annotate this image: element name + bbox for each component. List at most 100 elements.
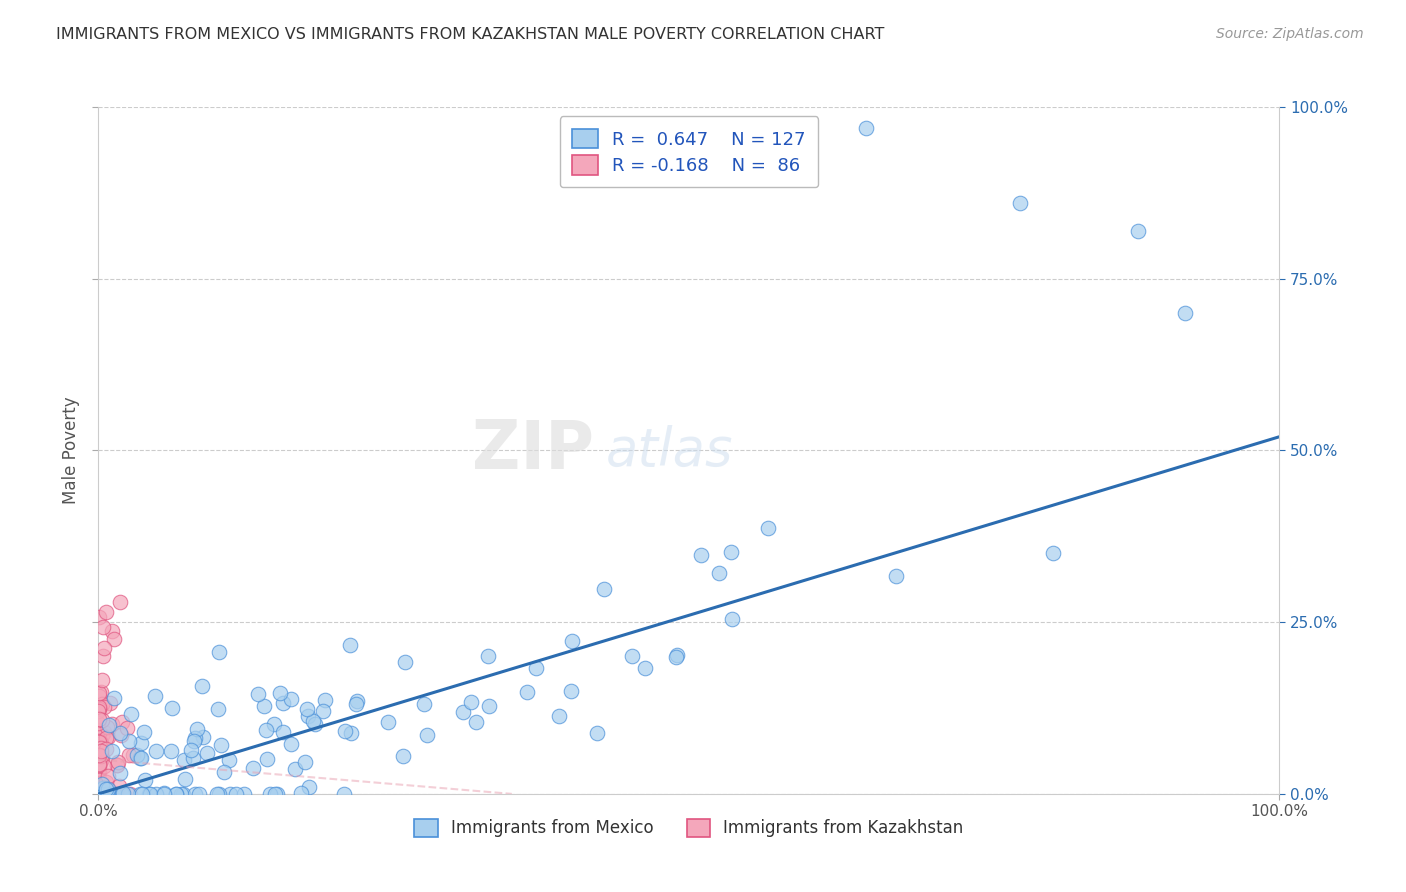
Point: [312, 704, 335, 718]
Point: [90, 777, 112, 791]
Point: [304, 716, 326, 731]
Point: [87, 756, 110, 771]
Point: [120, 707, 142, 722]
Point: [89, 736, 111, 750]
Point: [90, 713, 112, 727]
Point: [392, 749, 415, 764]
Point: [290, 786, 312, 800]
Point: [138, 787, 160, 801]
Point: [208, 787, 231, 801]
Point: [453, 706, 475, 720]
Point: [87, 735, 110, 749]
Point: [394, 655, 416, 669]
Point: [184, 787, 207, 801]
Point: [132, 725, 155, 739]
Point: [634, 661, 657, 675]
Point: [105, 757, 128, 772]
Point: [94, 787, 117, 801]
Point: [225, 787, 247, 801]
Point: [152, 786, 174, 800]
Text: IMMIGRANTS FROM MEXICO VS IMMIGRANTS FROM KAZAKHSTAN MALE POVERTY CORRELATION CH: IMMIGRANTS FROM MEXICO VS IMMIGRANTS FRO…: [56, 27, 884, 42]
Point: [121, 748, 143, 763]
Point: [91, 787, 114, 801]
Point: [87, 755, 110, 769]
Point: [464, 714, 486, 729]
Point: [91, 648, 114, 663]
Point: [87, 765, 110, 780]
Point: [87, 780, 110, 794]
Point: [90, 744, 112, 758]
Point: [547, 709, 569, 723]
Point: [720, 544, 742, 558]
Point: [180, 743, 202, 757]
Point: [87, 780, 110, 794]
Point: [103, 690, 125, 705]
Point: [87, 724, 110, 739]
Point: [97, 769, 120, 783]
Point: [707, 566, 730, 581]
Point: [460, 695, 482, 709]
Point: [129, 787, 152, 801]
Point: [297, 708, 319, 723]
Point: [101, 624, 124, 638]
Text: atlas: atlas: [606, 425, 734, 476]
Point: [111, 786, 134, 800]
Point: [183, 734, 205, 748]
Point: [172, 787, 194, 801]
Point: [477, 648, 499, 663]
Point: [233, 787, 256, 801]
Point: [162, 701, 184, 715]
Point: [111, 715, 134, 730]
Point: [664, 650, 686, 665]
Point: [87, 725, 110, 739]
Point: [110, 728, 132, 742]
Point: [87, 759, 110, 773]
Point: [266, 787, 288, 801]
Point: [94, 774, 117, 789]
Point: [247, 687, 270, 701]
Point: [191, 679, 214, 693]
Point: [90, 685, 112, 699]
Point: [89, 787, 111, 801]
Point: [93, 758, 115, 772]
Point: [344, 697, 367, 711]
Point: [90, 729, 112, 743]
Point: [184, 731, 207, 746]
Legend: Immigrants from Mexico, Immigrants from Kazakhstan: Immigrants from Mexico, Immigrants from …: [408, 812, 970, 844]
Point: [294, 756, 316, 770]
Point: [174, 772, 197, 786]
Point: [89, 758, 111, 772]
Point: [89, 762, 111, 776]
Text: ZIP: ZIP: [472, 417, 595, 483]
Point: [173, 754, 195, 768]
Point: [87, 787, 110, 801]
Point: [242, 761, 264, 775]
Point: [280, 692, 302, 706]
Point: [108, 725, 131, 739]
Point: [105, 757, 128, 772]
Point: [170, 787, 193, 801]
Point: [97, 782, 120, 797]
Point: [111, 787, 134, 801]
Point: [271, 725, 294, 739]
Point: [720, 611, 742, 625]
Point: [87, 773, 110, 788]
Point: [264, 787, 287, 801]
Point: [87, 610, 110, 624]
Point: [1174, 306, 1197, 320]
Point: [561, 634, 583, 648]
Point: [131, 787, 153, 801]
Point: [280, 738, 302, 752]
Point: [87, 757, 110, 772]
Point: [621, 649, 644, 664]
Point: [97, 730, 120, 744]
Point: [756, 521, 779, 535]
Point: [884, 569, 907, 583]
Point: [335, 724, 357, 739]
Point: [129, 751, 152, 765]
Point: [91, 752, 114, 766]
Point: [91, 750, 114, 764]
Point: [377, 714, 399, 729]
Point: [96, 787, 118, 801]
Point: [90, 673, 112, 687]
